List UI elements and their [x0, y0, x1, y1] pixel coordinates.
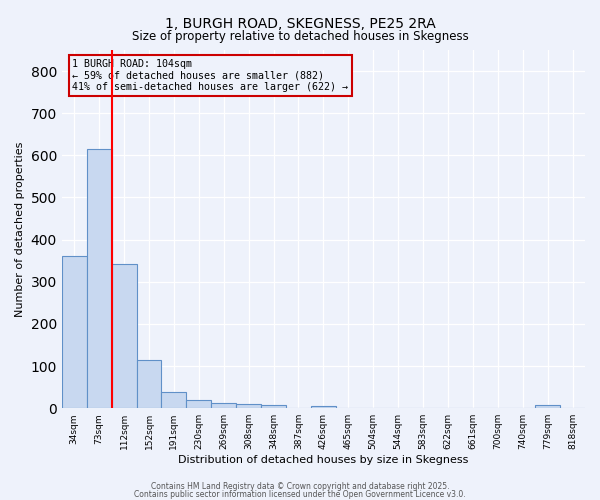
Bar: [87, 150, 112, 408]
Text: Contains HM Land Registry data © Crown copyright and database right 2025.: Contains HM Land Registry data © Crown c…: [151, 482, 449, 491]
Bar: [161, 392, 187, 408]
Bar: [261, 406, 286, 408]
Text: Contains public sector information licensed under the Open Government Licence v3: Contains public sector information licen…: [134, 490, 466, 499]
Bar: [112, 264, 137, 408]
Text: Size of property relative to detached houses in Skegness: Size of property relative to detached ho…: [131, 30, 469, 43]
Bar: [535, 406, 560, 408]
Bar: [137, 360, 161, 408]
Bar: [62, 256, 87, 408]
Bar: [211, 402, 236, 408]
X-axis label: Distribution of detached houses by size in Skegness: Distribution of detached houses by size …: [178, 455, 469, 465]
Text: 1 BURGH ROAD: 104sqm
← 59% of detached houses are smaller (882)
41% of semi-deta: 1 BURGH ROAD: 104sqm ← 59% of detached h…: [72, 59, 348, 92]
Bar: [311, 406, 336, 408]
Bar: [187, 400, 211, 408]
Bar: [236, 404, 261, 408]
Y-axis label: Number of detached properties: Number of detached properties: [15, 142, 25, 317]
Text: 1, BURGH ROAD, SKEGNESS, PE25 2RA: 1, BURGH ROAD, SKEGNESS, PE25 2RA: [164, 18, 436, 32]
